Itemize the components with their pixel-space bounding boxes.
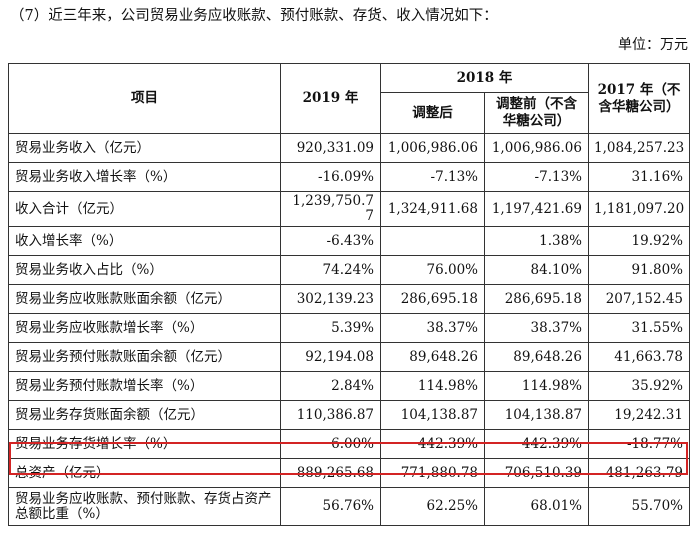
- value-2018-adjusted: 89,648.26: [380, 342, 485, 372]
- value-2018-before-adjustment: 1,006,986.06: [484, 133, 589, 163]
- section-caption: （7）近三年来，公司贸易业务应收账款、预付账款、存货、收入情况如下：: [10, 8, 498, 24]
- table-subheader-row: 调整后 调整前（不含华糖公司）: [9, 92, 690, 134]
- row-label: 贸易业务收入占比（%）: [8, 255, 281, 285]
- value-2019: 889,265.68: [280, 458, 381, 488]
- value-2019: 92,194.08: [280, 342, 381, 372]
- row-label: 贸易业务存货账面余额（亿元）: [8, 400, 281, 430]
- value-2018-adjusted: -7.13%: [380, 162, 485, 192]
- table-row: 贸易业务存货账面余额（亿元） 110,386.87 104,138.87 104,13…: [8, 400, 690, 430]
- financial-table: 项目 2019 年 2018 年 2017 年（不含华糖公司） 调整后 调整前（…: [8, 63, 690, 526]
- value-2019: 302,139.23: [280, 284, 381, 314]
- value-2017: 1,181,097.20: [588, 191, 690, 227]
- row-label: 贸易业务收入增长率（%）: [8, 162, 281, 192]
- table-row: 收入增长率（%） -6.43% 1.38% 19.92%: [8, 226, 690, 256]
- row-label: 贸易业务收入（亿元）: [8, 133, 281, 163]
- value-2018-before-adjustment: 84.10%: [484, 255, 589, 285]
- value-2017: 481,263.79: [588, 458, 690, 488]
- table-row: 总资产（亿元） 889,265.68 771,880.78 706,510.39 481…: [8, 458, 690, 488]
- value-2019: 74.24%: [280, 255, 381, 285]
- table-row: 贸易业务应收账款账面余额（亿元） 302,139.23 286,695.18 286,…: [8, 284, 690, 314]
- value-2017: -18.77%: [588, 429, 690, 459]
- value-2018-before-adjustment: 1,197,421.69: [484, 191, 589, 227]
- table-header-row: 项目 2019 年 2018 年 2017 年（不含华糖公司）: [8, 63, 690, 134]
- table-row: 贸易业务收入增长率（%） -16.09% -7.13% -7.13% 31.16%: [8, 162, 690, 192]
- table-row: 收入合计（亿元） 1,239,750.77 1,324,911.68 1,197,42…: [8, 191, 690, 227]
- value-2018-adjusted: 771,880.78: [380, 458, 485, 488]
- value-2019: 6.00%: [280, 429, 381, 459]
- value-2017: 19,242.31: [588, 400, 690, 430]
- value-2017: 1,084,257.23: [588, 133, 690, 163]
- value-2017: 31.16%: [588, 162, 690, 192]
- unit-label: 单位：万元: [618, 37, 688, 53]
- value-2018-before-adjustment: 38.37%: [484, 313, 589, 343]
- row-label: 贸易业务存货增长率（%）: [8, 429, 281, 459]
- value-2018-adjusted: 76.00%: [380, 255, 485, 285]
- value-2018-adjusted: 286,695.18: [380, 284, 485, 314]
- value-2019: 5.39%: [280, 313, 381, 343]
- table-row: 贸易业务存货增长率（%） 6.00% 442.39% 442.39% -18.77%: [8, 429, 690, 459]
- header-2019: 2019 年: [280, 63, 381, 134]
- row-label: 收入合计（亿元）: [8, 191, 281, 227]
- value-2019: 920,331.09: [280, 133, 381, 163]
- value-2018-before-adjustment: 104,138.87: [484, 400, 589, 430]
- table-row: 贸易业务预付账款增长率（%） 2.84% 114.98% 114.98% 35.92%: [8, 371, 690, 401]
- value-2017: 55.70%: [588, 487, 690, 526]
- value-2018-adjusted: 104,138.87: [380, 400, 485, 430]
- header-2017: 2017 年（不含华糖公司）: [588, 63, 690, 134]
- value-2018-before-adjustment: 286,695.18: [484, 284, 589, 314]
- value-2018-adjusted: 1,324,911.68: [380, 191, 485, 227]
- value-2018-before-adjustment: 68.01%: [484, 487, 589, 526]
- table-body: 贸易业务收入（亿元） 920,331.09 1,006,986.06 1,006,98…: [8, 133, 690, 526]
- table-row: 贸易业务应收账款增长率（%） 5.39% 38.37% 38.37% 31.55%: [8, 313, 690, 343]
- value-2019: 2.84%: [280, 371, 381, 401]
- value-2018-adjusted: 114.98%: [380, 371, 485, 401]
- value-2018-before-adjustment: -7.13%: [484, 162, 589, 192]
- value-2019: -6.43%: [280, 226, 381, 256]
- value-2017: 91.80%: [588, 255, 690, 285]
- value-2017: 35.92%: [588, 371, 690, 401]
- row-label: 贸易业务应收账款增长率（%）: [8, 313, 281, 343]
- row-label: 总资产（亿元）: [8, 458, 281, 488]
- value-2017: 19.92%: [588, 226, 690, 256]
- value-2019: 56.76%: [280, 487, 381, 526]
- value-2018-before-adjustment: 442.39%: [484, 429, 589, 459]
- row-label: 贸易业务应收账款账面余额（亿元）: [8, 284, 281, 314]
- value-2018-before-adjustment: 706,510.39: [484, 458, 589, 488]
- value-2018-adjusted: 1,006,986.06: [380, 133, 485, 163]
- value-2018-before-adjustment: 1.38%: [484, 226, 589, 256]
- table-row: 贸易业务应收账款、预付账款、存货占资产总额比重（%） 56.76% 62.25% 68…: [8, 487, 690, 526]
- value-2018-adjusted: 38.37%: [380, 313, 485, 343]
- header-2018: 2018 年: [380, 63, 589, 93]
- row-label: 贸易业务应收账款、预付账款、存货占资产总额比重（%）: [8, 487, 281, 526]
- table-row: 贸易业务收入占比（%） 74.24% 76.00% 84.10% 91.80%: [8, 255, 690, 285]
- row-label: 收入增长率（%）: [8, 226, 281, 256]
- value-2019: 110,386.87: [280, 400, 381, 430]
- table-row: 贸易业务预付账款账面余额（亿元） 92,194.08 89,648.26 89,648…: [8, 342, 690, 372]
- row-label: 贸易业务预付账款账面余额（亿元）: [8, 342, 281, 372]
- value-2018-before-adjustment: 114.98%: [484, 371, 589, 401]
- value-2018-adjusted: 442.39%: [380, 429, 485, 459]
- value-2019: -16.09%: [280, 162, 381, 192]
- value-2018-adjusted: 62.25%: [380, 487, 485, 526]
- value-2019: 1,239,750.77: [280, 191, 381, 227]
- table-row: 贸易业务收入（亿元） 920,331.09 1,006,986.06 1,006,98…: [8, 133, 690, 163]
- value-2017: 41,663.78: [588, 342, 690, 372]
- header-item: 项目: [8, 63, 281, 134]
- header-2018-adjusted: 调整后: [380, 92, 485, 134]
- value-2018-before-adjustment: 89,648.26: [484, 342, 589, 372]
- value-2017: 207,152.45: [588, 284, 690, 314]
- header-2018-before-adjustment: 调整前（不含华糖公司）: [484, 92, 589, 134]
- row-label: 贸易业务预付账款增长率（%）: [8, 371, 281, 401]
- value-2018-adjusted: [380, 226, 485, 256]
- value-2017: 31.55%: [588, 313, 690, 343]
